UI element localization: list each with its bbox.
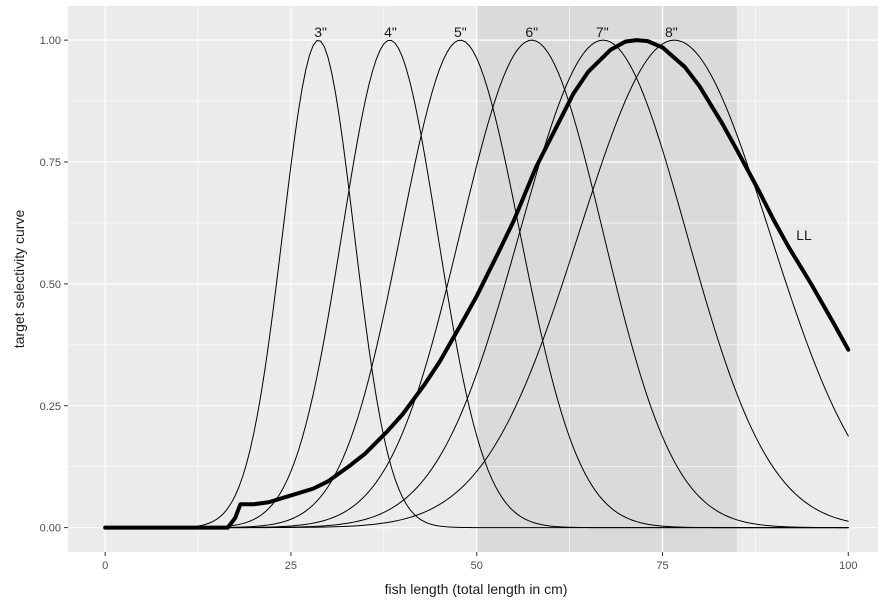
- y-tick-label: 1.00: [40, 35, 61, 47]
- y-tick-label: 0.75: [40, 157, 61, 169]
- curve-label-7in: 7": [596, 24, 609, 40]
- curve-ll: [103, 38, 851, 530]
- y-axis-title: target selectivity curve: [11, 210, 27, 349]
- x-tick-label: 0: [102, 560, 108, 572]
- plot-panel: [68, 6, 878, 552]
- y-tick-label: 0.50: [40, 279, 61, 291]
- x-axis-title: fish length (total length in cm): [385, 581, 568, 597]
- y-tick-label: 0.25: [40, 401, 61, 413]
- x-tick-label: 75: [656, 560, 668, 572]
- x-tick-label: 50: [471, 560, 483, 572]
- x-tick-label: 25: [285, 560, 297, 572]
- curve-label-8in: 8": [665, 24, 678, 40]
- y-tick-label: 0.00: [40, 523, 61, 535]
- curve-label-3in: 3": [314, 24, 327, 40]
- curve-label-4in: 4": [384, 24, 397, 40]
- curve-label-5in: 5": [454, 24, 467, 40]
- curve-label-ll: LL: [796, 227, 812, 243]
- curve-label-6in: 6": [525, 24, 538, 40]
- x-tick-label: 100: [839, 560, 857, 572]
- shaded-band: [476, 6, 737, 552]
